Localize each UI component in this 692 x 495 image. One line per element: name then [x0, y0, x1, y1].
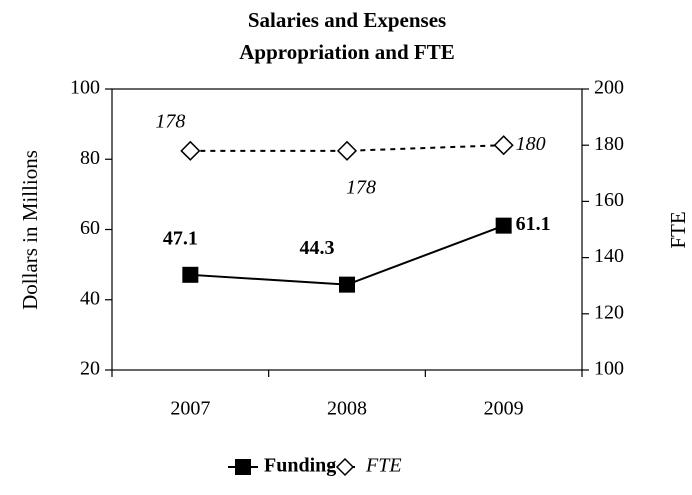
legend-label: Funding [264, 455, 336, 477]
legend-marker [235, 459, 251, 475]
y2-tick-label: 200 [594, 77, 624, 99]
y2-tick-label: 140 [594, 245, 624, 267]
marker [493, 135, 514, 156]
series-line [190, 144, 504, 152]
y-tick-label: 40 [80, 287, 100, 309]
y2-tick-label: 100 [594, 358, 624, 380]
data-label: 178 [346, 176, 376, 198]
data-label: 47.1 [163, 227, 198, 249]
marker [339, 276, 355, 293]
y-tick-label: 100 [70, 77, 100, 99]
data-label: 178 [155, 110, 185, 132]
legend-label: FTE [365, 455, 402, 477]
data-label: 44.3 [300, 237, 335, 259]
y-tick-label: 80 [80, 147, 100, 169]
marker [495, 217, 512, 234]
y-tick-label: 20 [80, 358, 100, 380]
marker [336, 140, 358, 161]
y2-axis-label: FTE [666, 211, 690, 248]
data-label: 61.1 [516, 213, 551, 235]
y2-tick-label: 160 [594, 189, 624, 211]
y-axis-label: Dollars in Millions [18, 150, 42, 310]
series-line [190, 224, 505, 286]
x-tick-label: 2008 [327, 398, 367, 420]
x-tick-label: 2007 [170, 398, 210, 420]
data-label: 180 [516, 133, 546, 155]
y2-tick-label: 120 [594, 301, 624, 323]
legend-marker [335, 457, 355, 477]
chart-title: Appropriation and FTE [239, 40, 455, 64]
y2-tick-label: 180 [594, 133, 624, 155]
chart-title: Salaries and Expenses [248, 8, 446, 32]
marker [180, 140, 201, 161]
x-tick-label: 2009 [484, 398, 524, 420]
marker [182, 266, 199, 283]
y-tick-label: 60 [80, 217, 100, 239]
